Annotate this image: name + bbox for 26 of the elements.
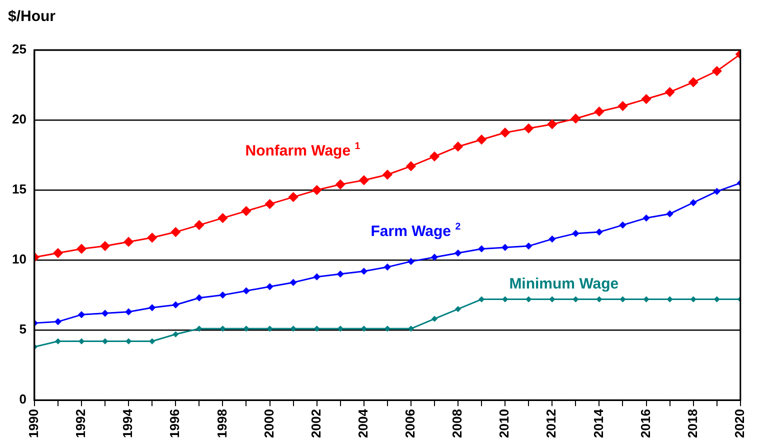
x-tick-label: 1992 (73, 409, 88, 438)
x-tick-label: 2016 (638, 409, 653, 438)
series-label: Minimum Wage (509, 276, 619, 293)
x-tick-label: 1998 (214, 409, 230, 438)
x-tick-label: 1990 (26, 409, 42, 438)
x-tick-label: 1996 (167, 409, 182, 438)
x-tick-label: 2000 (261, 409, 276, 438)
x-tick-label: 2020 (732, 409, 747, 438)
x-tick-label: 2004 (355, 408, 370, 438)
x-tick-label: 2018 (684, 409, 700, 438)
y-tick-label: 15 (12, 182, 26, 197)
y-tick-label: 0 (19, 392, 26, 407)
x-tick-label: 2002 (308, 409, 324, 438)
x-tick-label: 2012 (544, 409, 559, 438)
x-tick-label: 2014 (590, 408, 606, 438)
x-tick-label: 2008 (450, 409, 465, 438)
y-tick-label: 25 (12, 42, 26, 57)
y-tick-label: 10 (12, 252, 26, 267)
y-tick-label: 5 (19, 322, 26, 337)
series-label: Farm Wage 2 (370, 221, 462, 240)
series-label: Nonfarm Wage 1 (245, 140, 361, 160)
x-tick-label: 1994 (120, 408, 136, 438)
x-tick-label: 2010 (496, 409, 512, 438)
y-tick-label: 20 (12, 112, 26, 127)
x-tick-label: 2006 (402, 409, 418, 438)
y-axis-title: $/Hour (8, 8, 56, 26)
